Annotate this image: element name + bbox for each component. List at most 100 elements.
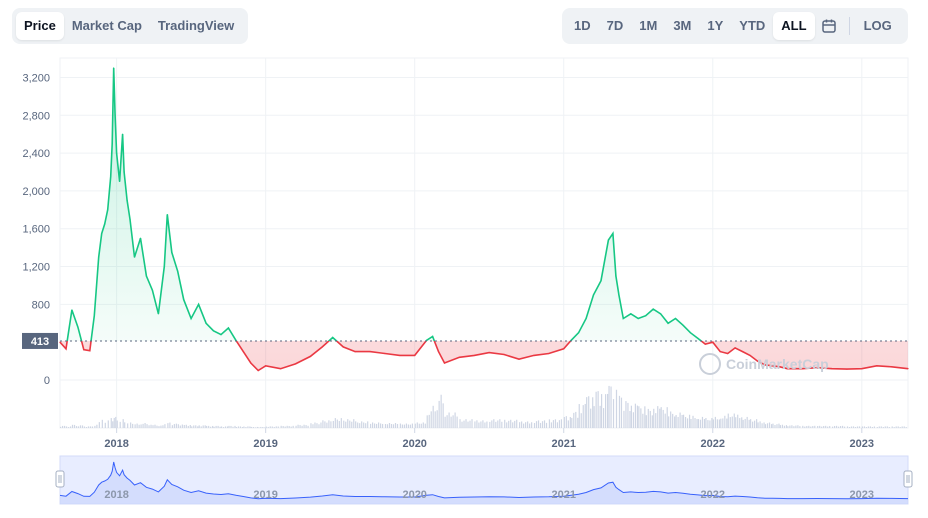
volume-bar: [169, 422, 171, 428]
volume-bar: [245, 427, 247, 428]
volume-bar: [649, 410, 651, 428]
volume-bar: [482, 420, 484, 428]
navigator-left-handle[interactable]: [55, 470, 65, 488]
volume-bar: [411, 423, 413, 428]
volume-bar: [379, 423, 382, 428]
volume-bar: [876, 427, 878, 428]
volume-bar: [241, 427, 244, 428]
navigator-tick-label: 2018: [104, 489, 128, 501]
volume-bar: [535, 421, 538, 428]
price-point: [119, 180, 121, 183]
volume-bar: [369, 423, 372, 428]
volume-bar: [426, 415, 428, 428]
watermark: CoinMarketCap: [699, 353, 829, 375]
volume-bar: [612, 399, 615, 428]
price-point: [166, 213, 168, 216]
volume-bar: [768, 422, 771, 428]
volume-bar: [228, 425, 230, 428]
navigator-right-handle[interactable]: [903, 470, 913, 488]
volume-bar: [158, 426, 160, 428]
volume-bar: [297, 424, 299, 428]
volume-bar: [839, 426, 842, 428]
handle-grip[interactable]: [55, 470, 65, 488]
volume-bar: [450, 416, 452, 428]
price-point: [734, 347, 736, 349]
calendar-icon[interactable]: [815, 12, 843, 40]
volume-bar: [703, 419, 706, 428]
volume-bar: [351, 421, 353, 428]
volume-bar: [210, 426, 212, 428]
volume-bar: [701, 416, 704, 428]
price-point: [779, 366, 781, 368]
price-point: [121, 133, 124, 135]
volume-bar: [692, 415, 694, 428]
price-point: [171, 251, 173, 253]
tab-tradingview[interactable]: TradingView: [157, 18, 235, 33]
range-1y-button[interactable]: 1Y: [707, 18, 724, 33]
volume-bar: [405, 423, 407, 428]
price-point: [145, 275, 148, 277]
volume-bar: [789, 425, 791, 428]
volume-bar: [550, 422, 553, 428]
price-point: [437, 351, 440, 353]
volume-bar: [235, 427, 238, 428]
price-point: [756, 360, 759, 362]
volume-bar: [407, 424, 409, 428]
volume-bar: [454, 412, 456, 428]
range-1d-button[interactable]: 1D: [574, 18, 591, 33]
tab-market-cap[interactable]: Market Cap: [71, 18, 142, 33]
log-scale-toggle[interactable]: LOG: [863, 18, 892, 33]
price-point: [891, 366, 893, 368]
volume-bar: [817, 426, 819, 428]
volume-bar: [213, 426, 215, 428]
tab-price[interactable]: Price: [16, 12, 64, 40]
range-navigator[interactable]: 2018 2019 2020 2021 2022 2023: [55, 455, 913, 505]
volume-bar: [162, 425, 164, 428]
volume-bar: [264, 427, 266, 428]
volume-bar: [69, 426, 72, 428]
price-point: [652, 308, 654, 310]
volume-bar: [314, 422, 316, 428]
volume-bar: [115, 416, 117, 428]
current-price-badge: [22, 332, 58, 349]
volume-bar: [459, 419, 461, 428]
price-point: [354, 351, 356, 353]
volume-bar: [307, 425, 309, 428]
volume-bar: [664, 413, 666, 428]
volume-bar: [645, 415, 647, 428]
volume-bar: [682, 414, 685, 428]
range-ytd-button[interactable]: YTD: [739, 18, 766, 33]
price-point: [309, 355, 311, 357]
current-price-line: 413: [22, 332, 908, 349]
volume-bar: [375, 423, 378, 428]
volume-bar: [778, 423, 780, 428]
volume-bar: [899, 427, 901, 428]
volume-bar: [787, 426, 789, 428]
range-7d-button[interactable]: 7D: [606, 18, 624, 33]
range-3m-button[interactable]: 3M: [673, 18, 692, 33]
volume-bar: [347, 419, 349, 428]
volume-bar: [265, 426, 267, 428]
volume-bar: [618, 395, 621, 428]
range-all-button[interactable]: ALL: [773, 12, 815, 40]
volume-bar: [418, 423, 420, 428]
volume-bar: [882, 427, 884, 428]
volume-bar: [707, 420, 709, 428]
navigator-tick-label: 2022: [701, 489, 725, 501]
price-point: [113, 67, 115, 69]
volume-bar: [772, 423, 774, 428]
volume-bar: [136, 423, 138, 428]
volume-bar: [353, 419, 355, 428]
volume-bar: [94, 425, 96, 428]
x-tick-label: 2023: [850, 438, 874, 450]
time-range-selector: 1D 7D 1M 3M 1Y YTD ALL LOG: [562, 8, 908, 44]
range-1m-button[interactable]: 1M: [639, 18, 658, 33]
volume-bar: [271, 426, 273, 428]
volume-bar: [642, 413, 644, 428]
volume-bar: [523, 423, 525, 428]
price-point: [369, 351, 371, 353]
volume-bar: [204, 425, 206, 428]
handle-grip[interactable]: [903, 470, 913, 488]
price-point: [667, 322, 669, 324]
